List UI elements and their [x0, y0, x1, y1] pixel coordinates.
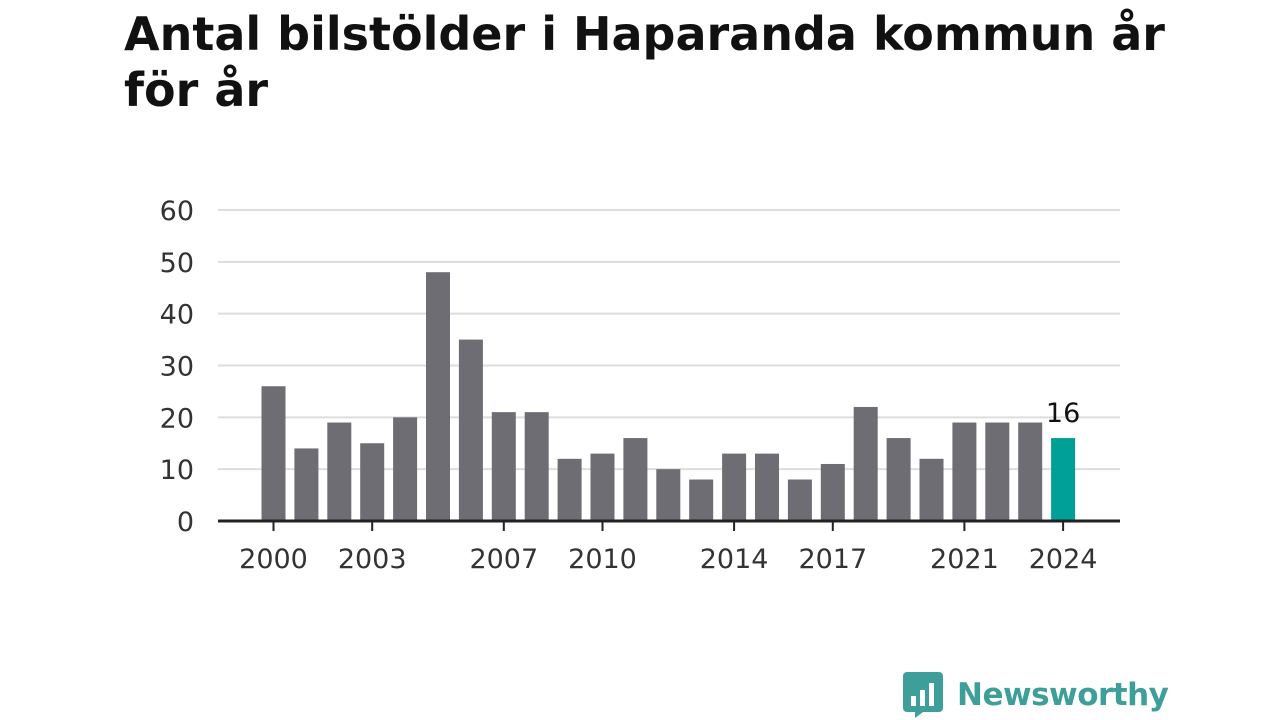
x-tick-label: 2021: [930, 544, 999, 575]
y-tick-label: 50: [160, 248, 194, 279]
bar: [524, 412, 549, 521]
x-tick-label: 2024: [1029, 544, 1098, 575]
brand-name: Newsworthy: [957, 677, 1169, 713]
bar: [886, 438, 911, 521]
bar: [820, 463, 845, 521]
gridlines: [218, 209, 1120, 471]
y-tick-label: 30: [160, 352, 194, 383]
y-tick-label: 10: [160, 455, 194, 486]
bar: [985, 422, 1010, 521]
x-tick-label: 2014: [700, 544, 769, 575]
x-tick-label: 2000: [239, 544, 308, 575]
bar: [261, 386, 286, 521]
bar: [689, 479, 714, 521]
bar: [393, 417, 418, 521]
x-tick-label: 2007: [469, 544, 538, 575]
bar: [491, 412, 516, 521]
bar: [787, 479, 812, 521]
bar: [360, 443, 385, 521]
y-tick-label: 0: [177, 507, 194, 538]
bar: [623, 438, 648, 521]
bar: [294, 448, 319, 521]
x-tick-label: 2010: [568, 544, 637, 575]
bar: [426, 272, 450, 521]
x-axis: [218, 519, 1120, 531]
bar: [1018, 422, 1043, 521]
bar: [722, 453, 747, 521]
bar: [853, 406, 878, 521]
x-tick-label: 2017: [798, 544, 867, 575]
bars: [261, 272, 1076, 521]
x-tick-label: 2003: [338, 544, 407, 575]
y-tick-label: 60: [160, 196, 194, 227]
bar: [590, 453, 615, 521]
chart-title: Antal bilstölder i Haparanda kommun år f…: [124, 7, 1165, 117]
bar: [656, 469, 681, 521]
bar: [919, 458, 944, 521]
newsworthy-logo: Newsworthy: [903, 672, 1169, 718]
bar: [327, 422, 352, 521]
y-tick-label: 20: [160, 403, 194, 434]
bar-chart: 0 10 20 30 40 50 60 2000 2003 2007 2010 2014 2017 202…: [160, 196, 1120, 575]
bar: [1051, 438, 1076, 521]
data-label: 16: [1046, 398, 1080, 429]
bar: [755, 453, 779, 521]
bar: [458, 339, 483, 521]
y-tick-label: 40: [160, 300, 194, 331]
bar: [557, 458, 582, 521]
newsworthy-chat-bars-icon: [903, 672, 943, 718]
bar: [952, 422, 977, 521]
labels: 0 10 20 30 40 50 60 2000 2003 2007 2010 2014 2017 202…: [160, 196, 1098, 575]
